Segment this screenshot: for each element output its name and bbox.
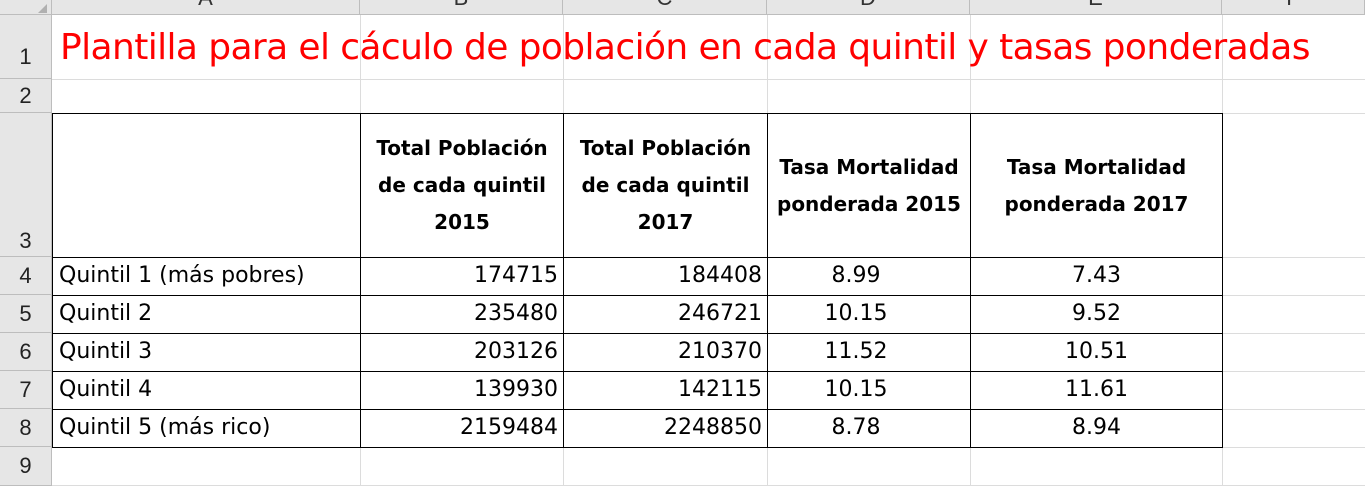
row-header-1[interactable]: 1 [0,15,52,79]
table-cell[interactable]: 184408 [563,257,768,296]
row-header-6[interactable]: 6 [0,333,52,371]
table-cell[interactable]: 235480 [360,295,564,334]
header-cell-poblacion-2015[interactable]: Total Población de cada quintil 2015 [360,113,564,258]
table-cell[interactable]: 210370 [563,333,768,372]
row-header-5[interactable]: 5 [0,295,52,333]
column-header-b[interactable]: B [360,0,563,15]
sheet-title[interactable]: Plantilla para el cáculo de población en… [60,27,1311,68]
column-header-c[interactable]: C [563,0,767,15]
header-cell-a3[interactable] [52,113,361,258]
table-cell[interactable]: 142115 [563,371,768,410]
table-cell[interactable]: 11.61 [970,371,1223,410]
row-header-3[interactable]: 3 [0,113,52,257]
table-cell[interactable]: 246721 [563,295,768,334]
table-cell[interactable]: 2159484 [360,409,564,448]
column-header-bar: A B C D E F [0,0,1365,15]
table-row-label[interactable]: Quintil 5 (más rico) [52,409,361,448]
column-header-e[interactable]: E [970,0,1222,15]
table-cell[interactable]: 2248850 [563,409,768,448]
table-cell[interactable]: 8.99 [767,257,971,296]
column-header-d[interactable]: D [767,0,970,15]
table-cell[interactable]: 10.15 [767,371,971,410]
header-cell-tasa-2017[interactable]: Tasa Mortalidad ponderada 2017 [970,113,1223,258]
table-cell[interactable]: 9.52 [970,295,1223,334]
table-cell[interactable]: 139930 [360,371,564,410]
row-header-7[interactable]: 7 [0,371,52,409]
row-header-2[interactable]: 2 [0,79,52,113]
table-cell[interactable]: 174715 [360,257,564,296]
table-cell[interactable]: 10.15 [767,295,971,334]
header-cell-poblacion-2017[interactable]: Total Población de cada quintil 2017 [563,113,768,258]
table-cell[interactable]: 11.52 [767,333,971,372]
table-row-label[interactable]: Quintil 4 [52,371,361,410]
gridline [52,79,1365,80]
select-all-corner[interactable] [0,0,52,15]
table-cell[interactable]: 8.94 [970,409,1223,448]
row-header-8[interactable]: 8 [0,409,52,447]
table-row-label[interactable]: Quintil 3 [52,333,361,372]
row-header-4[interactable]: 4 [0,257,52,295]
row-header-9[interactable]: 9 [0,447,52,486]
column-header-f[interactable]: F [1222,0,1365,15]
table-cell[interactable]: 10.51 [970,333,1223,372]
table-row-label[interactable]: Quintil 2 [52,295,361,334]
table-cell[interactable]: 8.78 [767,409,971,448]
header-cell-tasa-2015[interactable]: Tasa Mortalidad ponderada 2015 [767,113,971,258]
table-cell[interactable]: 7.43 [970,257,1223,296]
table-row-label[interactable]: Quintil 1 (más pobres) [52,257,361,296]
column-header-a[interactable]: A [52,0,360,15]
table-cell[interactable]: 203126 [360,333,564,372]
